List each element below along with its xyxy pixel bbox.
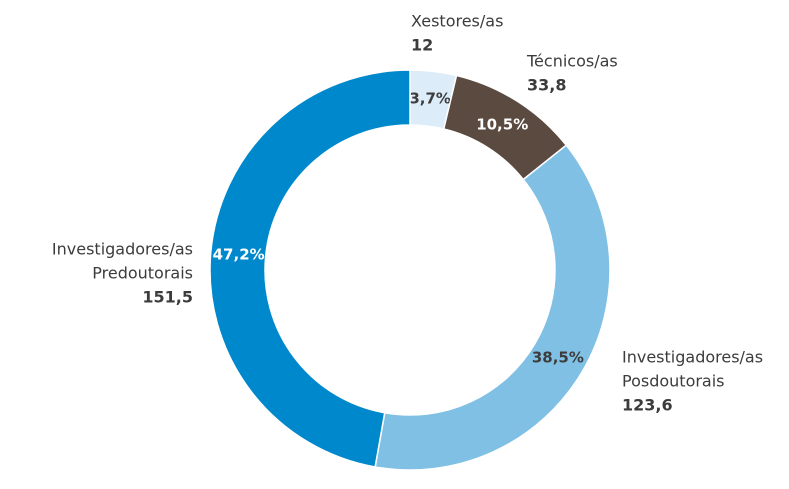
category-label: Investigadores/as bbox=[622, 348, 763, 367]
category-label: Investigadores/as bbox=[52, 240, 193, 259]
category-label: Posdoutorais bbox=[622, 372, 725, 391]
percent-label: 38,5% bbox=[532, 348, 584, 366]
percent-label: 10,5% bbox=[476, 115, 528, 133]
category-label: Técnicos/as bbox=[526, 52, 618, 71]
value-label: 151,5 bbox=[142, 288, 193, 307]
donut-slice bbox=[209, 69, 411, 468]
category-label: Xestores/as bbox=[411, 12, 503, 31]
donut-slice bbox=[374, 144, 611, 471]
percent-label: 47,2% bbox=[213, 245, 265, 263]
category-label: Predoutorais bbox=[92, 264, 193, 283]
value-label: 33,8 bbox=[527, 76, 566, 95]
value-label: 123,6 bbox=[622, 396, 673, 415]
percent-label: 3,7% bbox=[409, 90, 451, 108]
value-label: 12 bbox=[411, 36, 433, 55]
